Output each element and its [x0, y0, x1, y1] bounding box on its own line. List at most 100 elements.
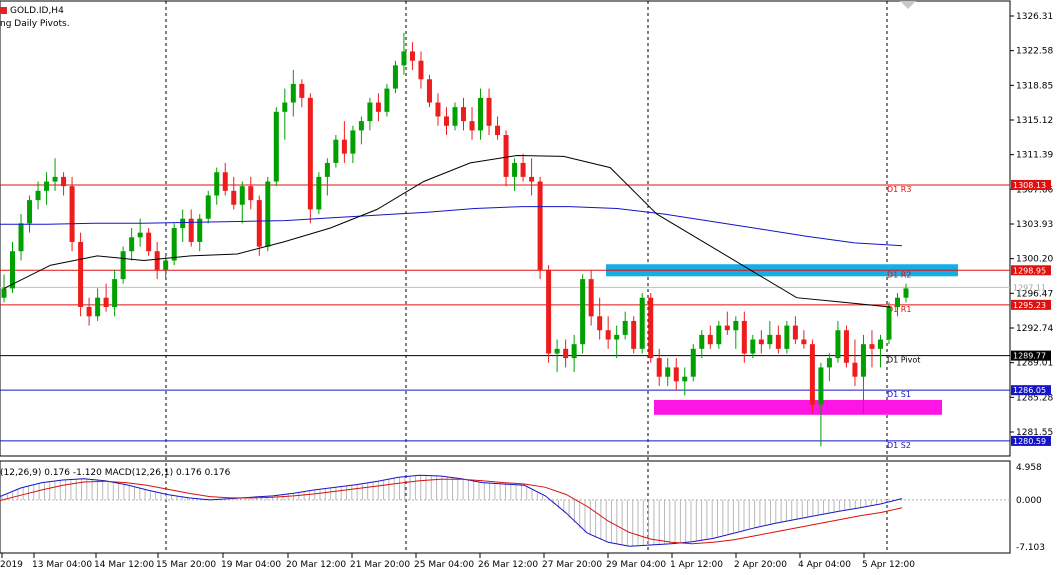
pivot-label: D1 R3	[887, 185, 911, 194]
y-tick-label: 1296.47	[1016, 289, 1053, 299]
candle-body	[639, 297, 645, 349]
candle-body	[478, 97, 484, 131]
candle-body	[571, 344, 577, 359]
pivot-price-box	[1011, 265, 1051, 276]
pivot-price-box	[1011, 385, 1051, 396]
candle-body	[656, 358, 662, 377]
candle-body	[554, 348, 560, 354]
candle-body	[78, 241, 84, 307]
candle-body	[112, 279, 118, 307]
x-tick-label: 20 Mar 12:00	[286, 560, 346, 570]
candle-body	[758, 339, 764, 345]
candle-body	[137, 232, 143, 238]
pivot-label: D1 S2	[887, 441, 911, 450]
candle-body	[248, 186, 254, 201]
candle-body	[597, 316, 603, 331]
y-tick-label: 1281.55	[1016, 428, 1053, 438]
candle-body	[316, 176, 322, 210]
x-tick-label: 26 Mar 12:00	[478, 560, 538, 570]
y-tick-label: 1311.39	[1016, 151, 1053, 161]
pivot-label: D1 R2	[887, 270, 911, 279]
x-tick-label: 1 Apr 12:00	[670, 560, 723, 570]
candle-body	[120, 251, 126, 280]
macd-line	[0, 474, 903, 547]
pivot-price-label: 1289.77	[1013, 352, 1046, 361]
x-tick-label: 29 Mar 04:00	[606, 560, 666, 570]
macd-signal-line	[0, 478, 903, 545]
candle-body	[273, 111, 279, 182]
macd-panel	[0, 460, 1011, 554]
candle-body	[401, 51, 407, 66]
candle-body	[894, 297, 900, 307]
candle-body	[469, 121, 475, 131]
candle-body	[103, 297, 109, 307]
candle-body	[860, 344, 866, 377]
candle-body	[231, 190, 237, 205]
candle-body	[588, 279, 594, 317]
candle-body	[384, 88, 390, 112]
candle-body	[852, 362, 858, 377]
x-tick-label: 27 Mar 20:00	[542, 560, 602, 570]
candle-body	[818, 367, 824, 405]
macd-y-tick-label: 0.000	[1016, 496, 1042, 506]
y-tick-label: 1289.01	[1016, 359, 1053, 369]
candle-body	[214, 172, 220, 196]
candle-body	[614, 334, 620, 340]
candle-body	[461, 107, 467, 122]
candle-body	[180, 218, 186, 228]
chart-shift-icon[interactable]	[900, 1, 916, 9]
candle-body	[171, 227, 177, 261]
candle-body	[333, 139, 339, 163]
pivot-price-box	[1011, 435, 1051, 446]
ma-short-line	[3, 154, 891, 308]
x-tick-label: 13 Mar 04:00	[32, 560, 92, 570]
y-tick-label: 1300.20	[1016, 255, 1053, 265]
candle-body	[546, 269, 552, 354]
current-price-label: 1297.11	[1013, 283, 1046, 292]
candle-body	[375, 102, 381, 112]
candle-body	[563, 348, 569, 359]
candle-body	[741, 320, 747, 354]
ma-long-line	[0, 206, 903, 247]
symbol-label: GOLD.ID,H4	[10, 6, 64, 16]
candle-body	[682, 376, 688, 382]
pivot-label: D1 S1	[887, 390, 911, 399]
candle-body	[426, 79, 432, 103]
pivot-price-label: 1308.13	[1013, 181, 1046, 190]
candle-body	[877, 339, 883, 349]
candle-body	[256, 200, 262, 247]
pivot-label: D1 R1	[887, 305, 911, 314]
candle-body	[529, 176, 535, 182]
candle-body	[843, 330, 849, 363]
candle-body	[290, 83, 296, 103]
candle-body	[188, 218, 194, 242]
x-tick-label: 19 Mar 04:00	[221, 560, 281, 570]
candle-body	[163, 260, 169, 270]
candle-body	[580, 279, 586, 345]
candle-body	[486, 97, 492, 126]
candle-body	[869, 344, 875, 349]
candle-body	[10, 251, 16, 289]
price-panel	[0, 0, 1011, 457]
y-tick-label: 1315.12	[1016, 116, 1053, 126]
candle-body	[716, 325, 722, 345]
candle-body	[35, 190, 41, 201]
candle-body	[44, 181, 50, 191]
candle-body	[324, 162, 330, 177]
candle-body	[537, 181, 543, 270]
candle-body	[775, 334, 781, 349]
candle-body	[418, 60, 424, 80]
candle-body	[690, 348, 696, 377]
y-tick-label: 1285.28	[1016, 393, 1053, 403]
candle-body	[631, 320, 637, 349]
pivot-price-box	[1011, 179, 1051, 190]
pivot-price-box	[1011, 299, 1051, 310]
pivot-price-label: 1280.59	[1013, 437, 1046, 446]
y-tick-label: 1322.58	[1016, 47, 1053, 57]
x-tick-label: 4 Apr 04:00	[798, 560, 851, 570]
candle-body	[95, 297, 101, 317]
candle-body	[86, 306, 92, 317]
support-zone	[654, 399, 942, 415]
macd-y-tick-label: 4.958	[1016, 463, 1042, 473]
